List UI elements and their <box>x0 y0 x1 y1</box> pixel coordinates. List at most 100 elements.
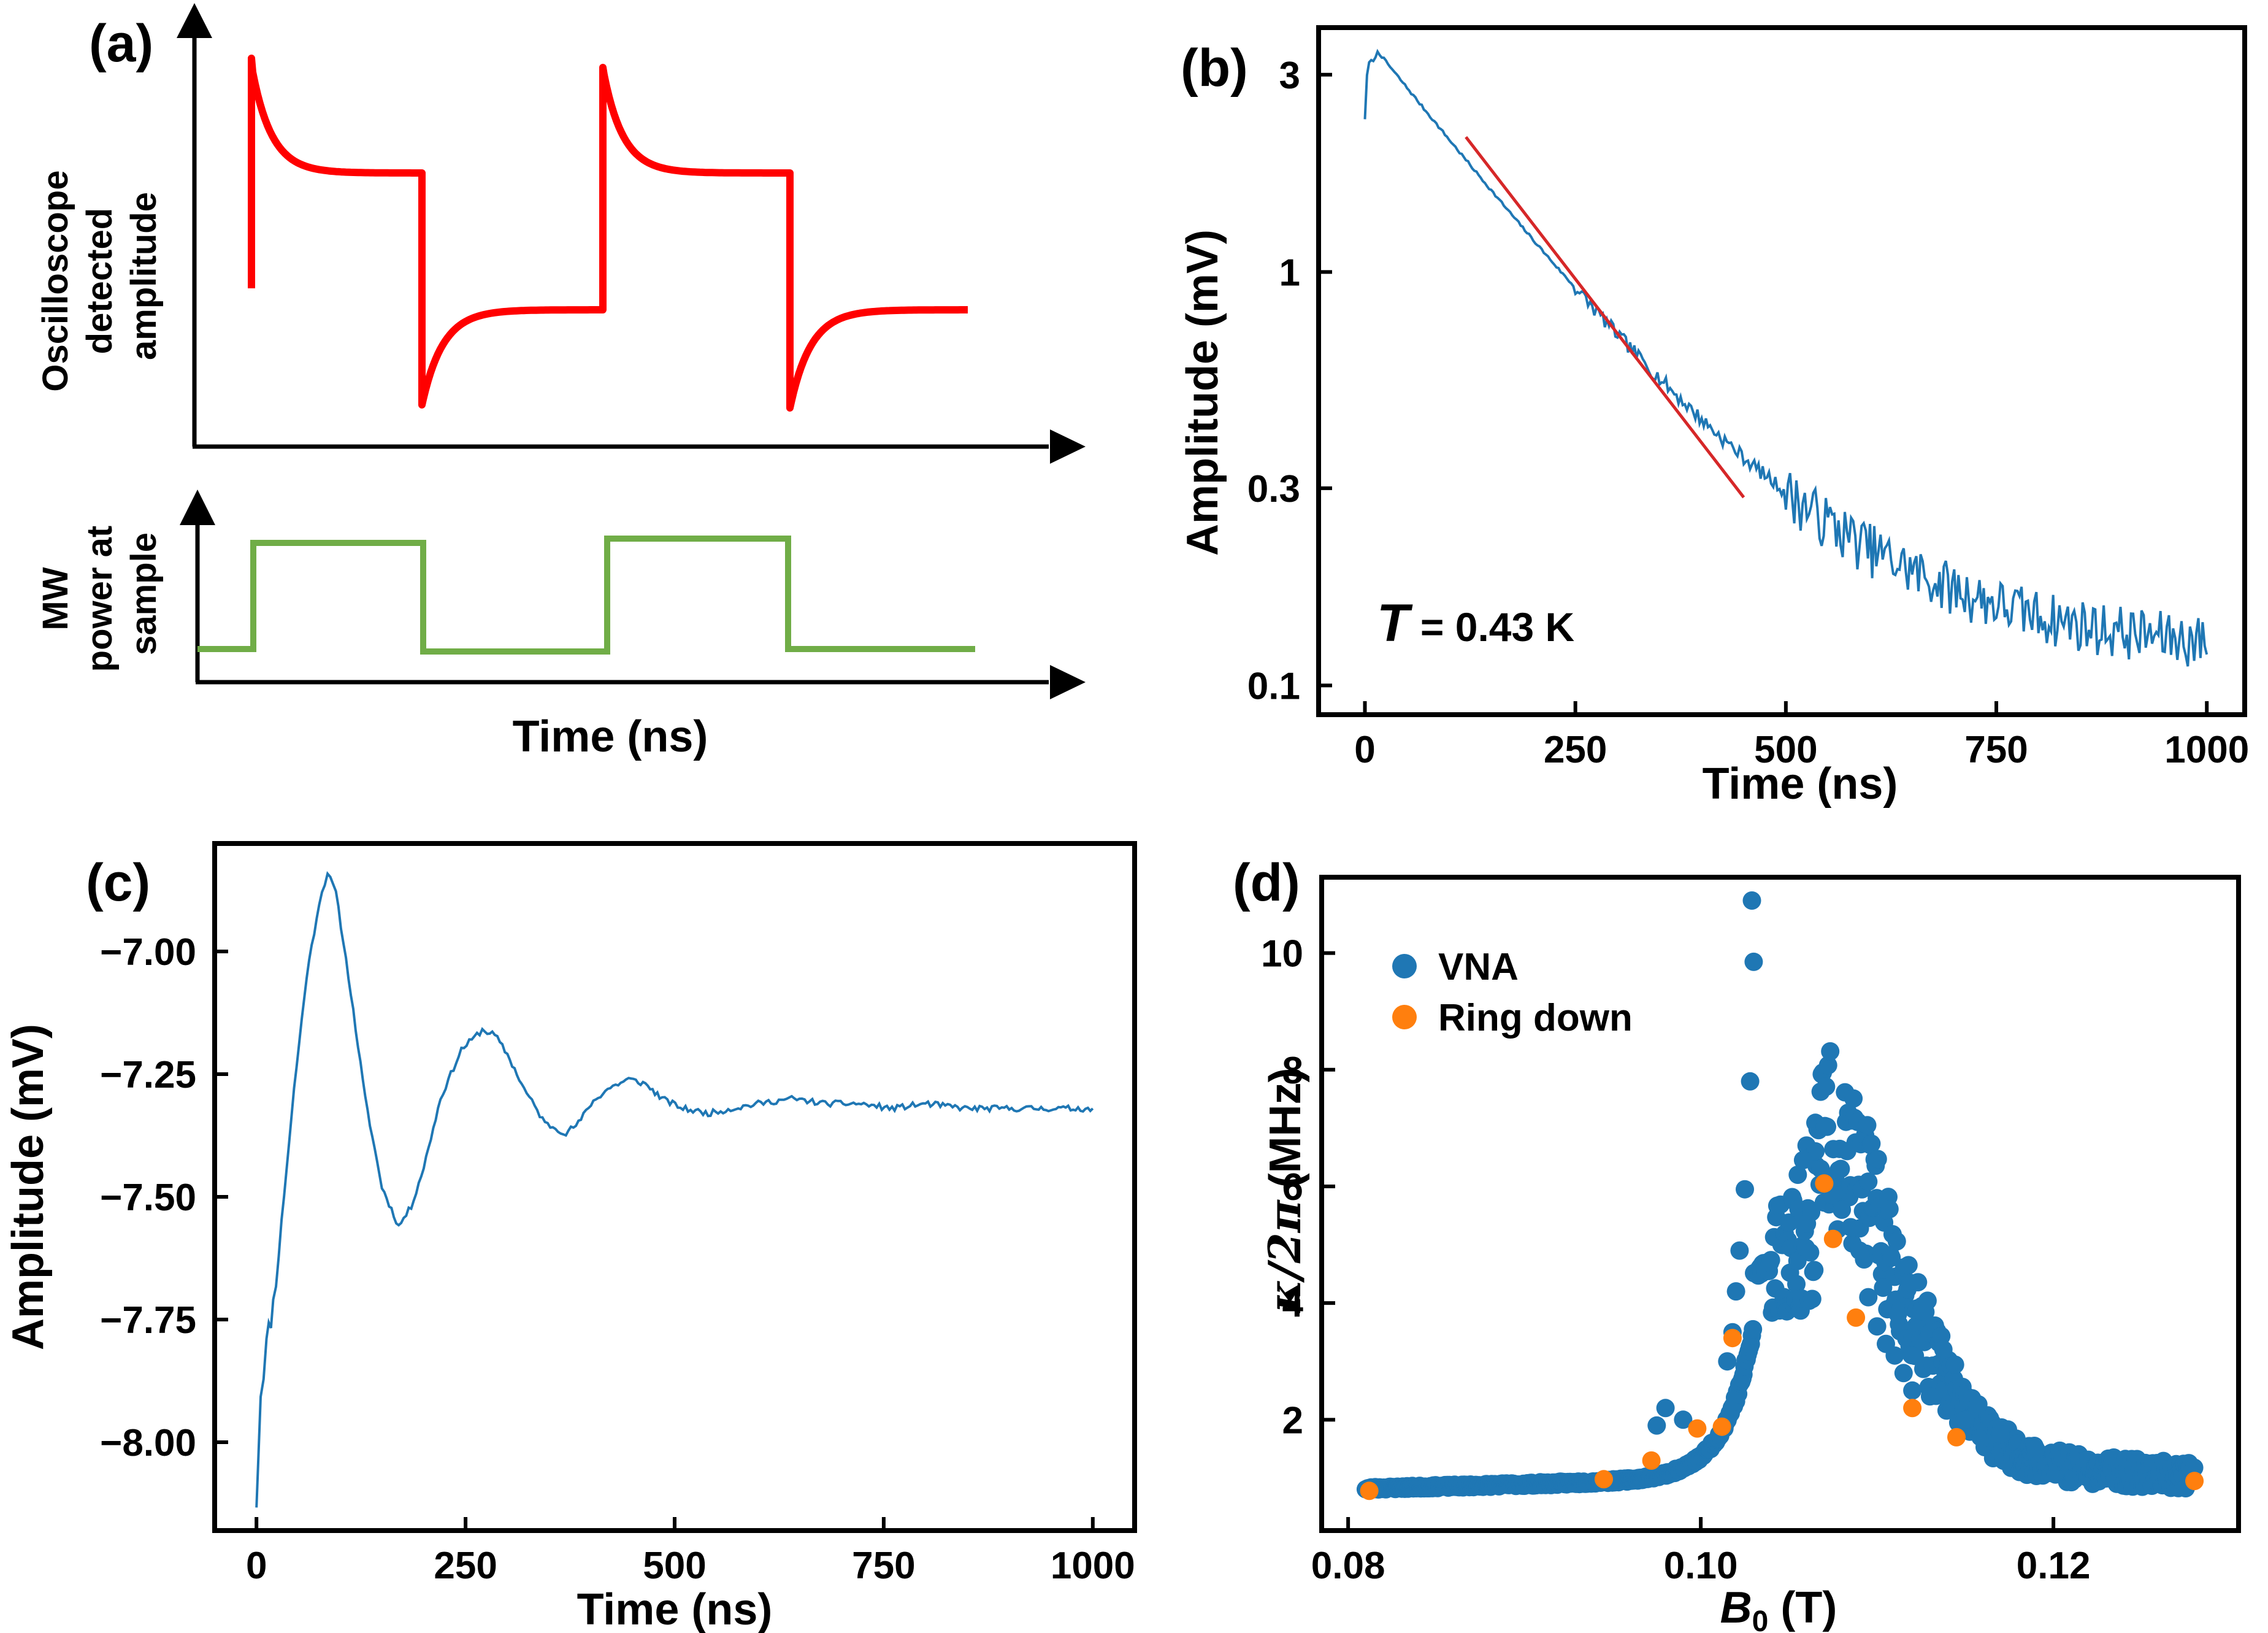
ring-down-point <box>1360 1481 1379 1500</box>
panel-a-top-ylabel-line2: detected <box>80 208 120 355</box>
vna-point <box>1868 1317 1887 1336</box>
panel-b-annotation-var: T <box>1377 594 1413 653</box>
x-tick-label: 750 <box>1964 729 2028 771</box>
vna-point <box>1918 1291 1937 1310</box>
panel-a-xlabel: Time (ns) <box>513 712 708 761</box>
vna-point <box>1833 1201 1852 1219</box>
panel-d-chart: (d) 0.08 0.10 0.12 2 4 6 8 10 VNA Ring down B0 … <box>1233 853 2241 1633</box>
vna-point <box>2026 1439 2045 1458</box>
x-tick-label: 1000 <box>2164 729 2249 771</box>
vna-point <box>1805 1261 1824 1280</box>
legend-vna-label: VNA <box>1438 946 1519 988</box>
y-tick-label: −8.00 <box>100 1422 196 1464</box>
vna-point <box>1787 1275 1806 1294</box>
vna-point <box>1880 1200 1899 1218</box>
vna-point <box>1894 1364 1913 1383</box>
vna-point <box>1647 1416 1666 1435</box>
ring-down-point <box>1712 1417 1731 1436</box>
panel-c-ticks: 0 250 500 750 1000 −8.00 −7.75 −7.50 −7.25 −7.00 <box>100 931 1135 1587</box>
panel-d-label: (d) <box>1233 853 1300 912</box>
x-tick-label: 0 <box>1354 729 1375 771</box>
panel-d-ylabel-var: κ/2π <box>1259 1199 1311 1313</box>
vna-point <box>1811 1159 1830 1178</box>
vna-point <box>1885 1346 1904 1365</box>
panel-d-ylabel: κ/2π (MHz) <box>1259 1068 1311 1314</box>
vna-point <box>1788 1166 1807 1184</box>
panel-a-mw-power-trace <box>197 536 975 655</box>
vna-point <box>1818 1117 1836 1136</box>
vna-point <box>1818 1056 1837 1075</box>
vna-point <box>1744 952 1763 971</box>
ring-down-point <box>1847 1308 1866 1327</box>
vna-point <box>1802 1203 1821 1222</box>
vna-point <box>1859 1288 1878 1307</box>
vna-point <box>1779 1213 1798 1232</box>
vna-point <box>1887 1232 1906 1251</box>
panel-b-fit-line <box>1465 136 1745 499</box>
legend-vna-marker <box>1392 954 1417 978</box>
vna-point <box>1831 1159 1850 1178</box>
vna-point <box>1674 1410 1693 1429</box>
panel-b-annotation-value: = 0.43 K <box>1409 604 1575 650</box>
panel-d-xlabel-unit: (T) <box>1768 1583 1837 1632</box>
x-tick-label: 750 <box>852 1545 915 1587</box>
panel-a-top-ylabel-line3: amplitude <box>124 192 164 360</box>
panel-a-detected-amplitude-trace <box>248 55 969 412</box>
y-tick-label: −7.25 <box>100 1054 196 1096</box>
panel-a-top-ylabel-line1: Oscilloscope <box>36 171 75 392</box>
y-tick-label: 0.3 <box>1247 468 1300 510</box>
panel-a-label: (a) <box>89 14 153 73</box>
x-tick-label: 250 <box>1544 729 1607 771</box>
vna-point <box>1844 1089 1863 1108</box>
panel-c-ring-down-trace <box>255 871 1094 1508</box>
y-tick-label: 8 <box>1282 1050 1303 1092</box>
vna-point <box>1920 1387 1939 1406</box>
y-tick-label: 0.1 <box>1247 665 1300 707</box>
ring-down-point <box>1823 1229 1842 1248</box>
legend-ring-down-label: Ring down <box>1438 997 1633 1039</box>
vna-point <box>1841 1218 1860 1237</box>
vna-point <box>1821 1042 1840 1061</box>
y-tick-label: 10 <box>1261 933 1303 975</box>
vna-point <box>1956 1410 1975 1429</box>
panel-b-ylabel: Amplitude (mV) <box>1178 229 1227 556</box>
vna-point <box>1903 1381 1922 1400</box>
vna-point <box>1744 1320 1763 1339</box>
panel-b-frame <box>1316 25 2247 717</box>
panel-a-bottom-ylabel-line3: sample <box>124 532 164 655</box>
vna-point <box>2185 1458 2204 1477</box>
panel-a-bottom-ylabel-line1: MW <box>36 567 75 630</box>
panel-d-legend: VNA Ring down <box>1392 946 1633 1039</box>
y-tick-label: 2 <box>1282 1399 1303 1442</box>
x-tick-label: 0.08 <box>1311 1545 1385 1587</box>
panel-a-bottom-ylabel-line2: power at <box>80 526 120 672</box>
y-tick-label: −7.00 <box>100 931 196 974</box>
vna-point <box>1793 1151 1812 1170</box>
panel-d-frame <box>1319 875 2241 1533</box>
x-tick-label: 250 <box>434 1545 497 1587</box>
vna-point <box>1801 1243 1820 1262</box>
panel-b-xlabel: Time (ns) <box>1703 759 1898 809</box>
vna-point <box>1899 1256 1918 1275</box>
panel-a-bottom-ylabel: MW power at sample <box>36 516 164 672</box>
panel-a-schematic: (a) Oscilloscope detected amplitude MW p… <box>36 3 1086 761</box>
y-tick-label: 3 <box>1279 55 1300 97</box>
panel-b-chart: (b) 0 250 500 750 1000 0.1 0.3 1 3 T = 0.43 K Ti… <box>1178 25 2249 809</box>
panel-a-top-x-arrow-icon <box>1050 429 1086 464</box>
vna-point <box>1726 1282 1745 1301</box>
panel-d-xlabel-var: B <box>1720 1583 1752 1632</box>
y-tick-label: 6 <box>1282 1166 1303 1208</box>
vna-point <box>1859 1172 1878 1191</box>
ring-down-point <box>1723 1329 1742 1348</box>
ring-down-point <box>1642 1451 1661 1470</box>
legend-ring-down-marker <box>1392 1005 1417 1029</box>
panel-a-bottom-y-arrow-icon <box>180 490 215 525</box>
x-tick-label: 500 <box>643 1545 706 1587</box>
panel-b-ticks: 0 250 500 750 1000 0.1 0.3 1 3 <box>1247 55 2249 771</box>
panel-d-ticks: 0.08 0.10 0.12 2 4 6 8 10 <box>1261 933 2090 1587</box>
vna-point <box>1741 1072 1760 1091</box>
ring-down-point <box>2185 1472 2204 1491</box>
panel-d-xlabel: B0 (T) <box>1720 1583 1837 1633</box>
vna-point <box>1761 1251 1780 1270</box>
panel-c-chart: (c) 0 250 500 750 1000 −8.00 −7.75 −7.50 −7.25 −7… <box>4 841 1137 1633</box>
